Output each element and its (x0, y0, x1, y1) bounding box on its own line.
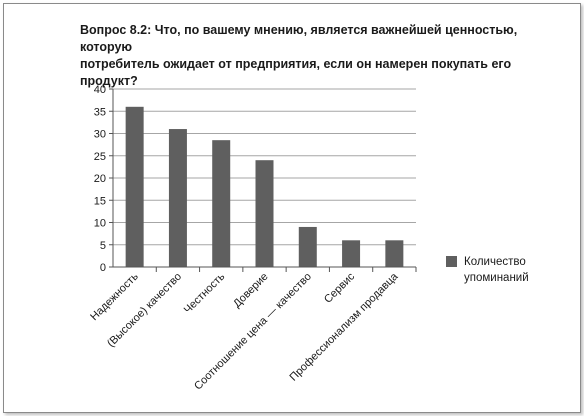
bar (255, 160, 274, 267)
chart-title: Вопрос 8.2: Что, по вашему мнению, являе… (80, 22, 570, 90)
legend: Количество упоминаний (446, 256, 529, 284)
x-category-label: Сервис (322, 270, 357, 305)
x-category-label: Доверие (231, 271, 271, 311)
y-tick-label: 30 (94, 129, 106, 141)
y-tick-label: 15 (94, 195, 106, 207)
bar (212, 140, 231, 267)
bar (385, 240, 404, 267)
legend-label-line-1: Количество (464, 256, 526, 268)
y-tick-label: 0 (100, 262, 106, 274)
y-tick-label: 25 (94, 151, 106, 163)
y-tick-label: 5 (100, 240, 106, 252)
bar (125, 106, 144, 267)
bar (298, 226, 317, 267)
legend-label-line-2: упоминаний (464, 272, 529, 284)
x-category-label: (Высокое) качество (105, 271, 184, 350)
bar (342, 240, 361, 267)
chart-title-line-2: потребитель ожидает от предприятия, если… (80, 57, 512, 88)
chart-frame (3, 3, 581, 413)
x-category-label: Честность (182, 270, 228, 316)
y-tick-label: 40 (94, 84, 106, 96)
y-tick-label: 20 (94, 173, 106, 185)
y-tick-label: 35 (94, 106, 106, 118)
bar (168, 129, 187, 267)
y-tick-label: 10 (94, 218, 106, 230)
legend-swatch (446, 256, 457, 267)
chart-title-line-1: Вопрос 8.2: Что, по вашему мнению, являе… (80, 23, 518, 54)
